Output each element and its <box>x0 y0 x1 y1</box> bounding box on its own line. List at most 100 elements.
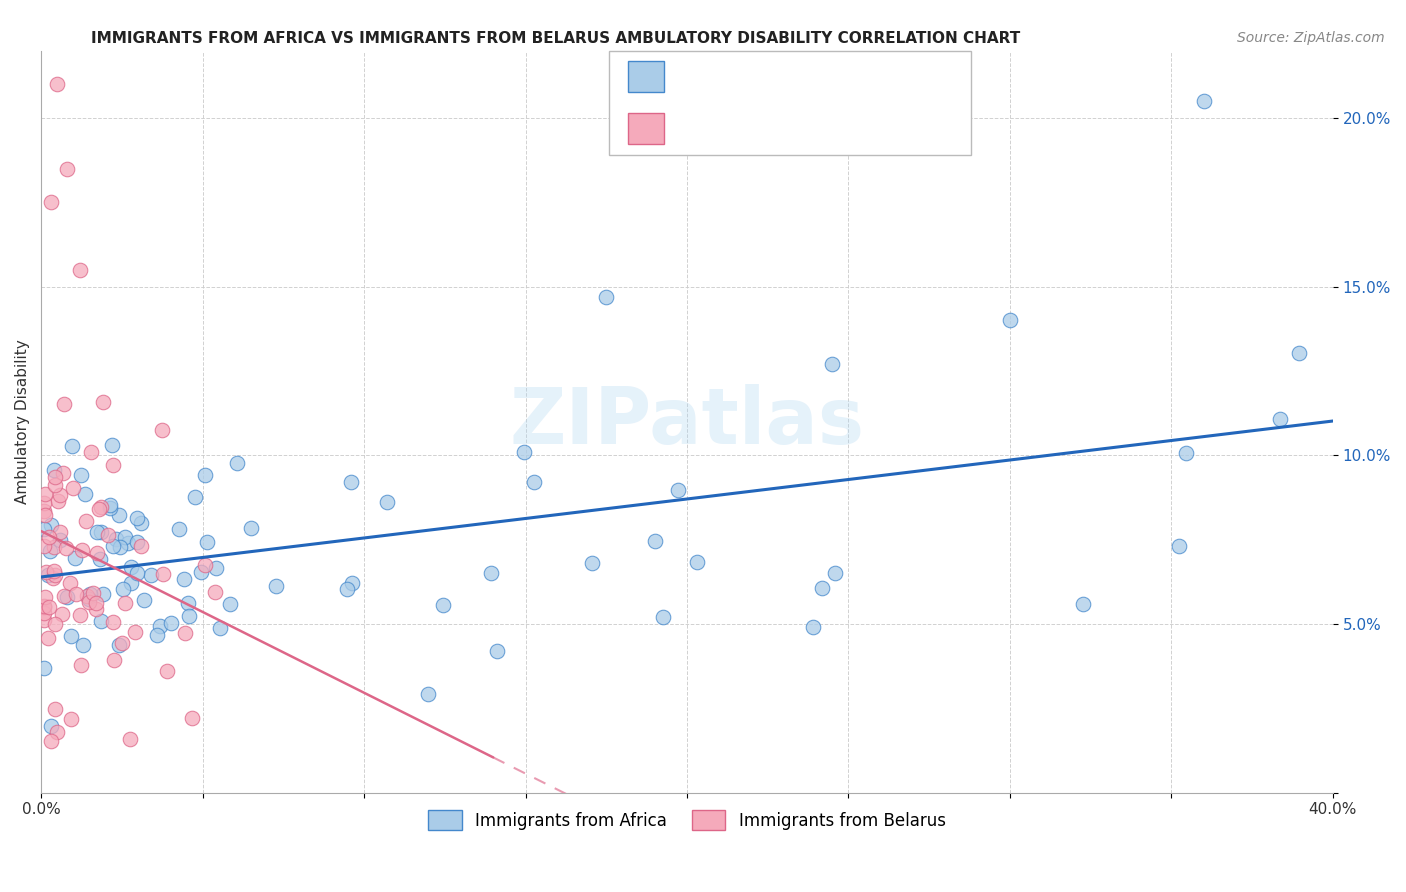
Point <box>156 664 179 678</box>
Point <box>132 593 155 607</box>
Point <box>34 522 56 536</box>
Point <box>55 541 77 556</box>
Point <box>44 478 66 492</box>
Point <box>125 510 148 524</box>
Point <box>149 619 172 633</box>
Point <box>73 487 96 501</box>
Point <box>44 616 66 631</box>
Text: Source: ZipAtlas.com: Source: ZipAtlas.com <box>1237 31 1385 45</box>
Point <box>59 712 82 726</box>
Point <box>86 597 108 611</box>
Point <box>39 195 62 210</box>
Point <box>70 543 93 558</box>
Point <box>53 397 76 411</box>
Point <box>69 263 91 277</box>
Point <box>98 498 121 512</box>
Point <box>108 638 131 652</box>
Point <box>104 532 127 546</box>
Point <box>174 625 197 640</box>
Point <box>340 575 363 590</box>
Point <box>77 595 100 609</box>
Point <box>60 439 83 453</box>
Point <box>56 590 79 604</box>
Point <box>39 517 62 532</box>
Point <box>87 502 110 516</box>
Point <box>652 610 675 624</box>
Point <box>169 522 191 536</box>
Point <box>111 582 134 596</box>
Point <box>34 661 56 675</box>
Y-axis label: Ambulatory Disability: Ambulatory Disability <box>15 339 30 504</box>
Point <box>44 568 66 582</box>
Point <box>34 504 56 518</box>
Point <box>86 546 108 560</box>
Point <box>101 539 124 553</box>
Point <box>103 653 125 667</box>
Point <box>91 587 114 601</box>
Point <box>179 609 201 624</box>
Point <box>204 561 226 575</box>
Point <box>79 587 101 601</box>
Point <box>56 161 79 176</box>
Point <box>523 475 546 489</box>
Point <box>375 495 398 509</box>
Point <box>114 530 136 544</box>
Point <box>1192 95 1215 109</box>
Point <box>34 508 56 522</box>
Point <box>34 590 56 604</box>
Point <box>108 508 131 522</box>
Point <box>1268 412 1291 426</box>
Point <box>418 688 440 702</box>
Point <box>184 491 207 505</box>
Point <box>34 487 56 501</box>
Point <box>219 597 242 611</box>
Point <box>240 521 263 535</box>
Point <box>75 514 97 528</box>
Legend: Immigrants from Africa, Immigrants from Belarus: Immigrants from Africa, Immigrants from … <box>422 804 952 837</box>
Point <box>63 551 86 566</box>
Point <box>86 525 108 540</box>
Point <box>644 533 666 548</box>
Point <box>48 533 70 547</box>
Point <box>177 596 200 610</box>
Point <box>181 711 204 725</box>
Point <box>46 494 69 508</box>
Point <box>35 565 58 579</box>
Point <box>125 566 148 580</box>
Point <box>1288 345 1310 359</box>
Point <box>91 395 114 409</box>
Point <box>513 444 536 458</box>
Point <box>59 576 82 591</box>
Point <box>34 607 56 621</box>
Point <box>204 585 226 599</box>
Point <box>160 616 183 631</box>
Point <box>41 733 63 747</box>
Point <box>209 621 232 635</box>
Point <box>44 540 66 554</box>
Point <box>44 470 66 484</box>
Point <box>70 467 93 482</box>
Point <box>44 702 66 716</box>
Point <box>42 571 65 585</box>
Point <box>190 565 212 579</box>
Point <box>37 631 59 645</box>
Point <box>89 552 111 566</box>
Point <box>51 607 73 622</box>
Point <box>101 438 124 452</box>
Point <box>72 638 94 652</box>
Point <box>62 481 84 495</box>
Point <box>131 539 153 553</box>
Point <box>801 620 824 634</box>
Point <box>110 540 132 554</box>
Point <box>101 458 124 472</box>
Point <box>264 579 287 593</box>
Point <box>103 615 125 630</box>
Point <box>173 572 195 586</box>
Point <box>90 524 112 539</box>
Point <box>84 602 107 616</box>
Point <box>77 591 100 606</box>
Point <box>111 636 134 650</box>
Point <box>194 467 217 482</box>
Point <box>48 488 70 502</box>
Point <box>139 568 162 582</box>
